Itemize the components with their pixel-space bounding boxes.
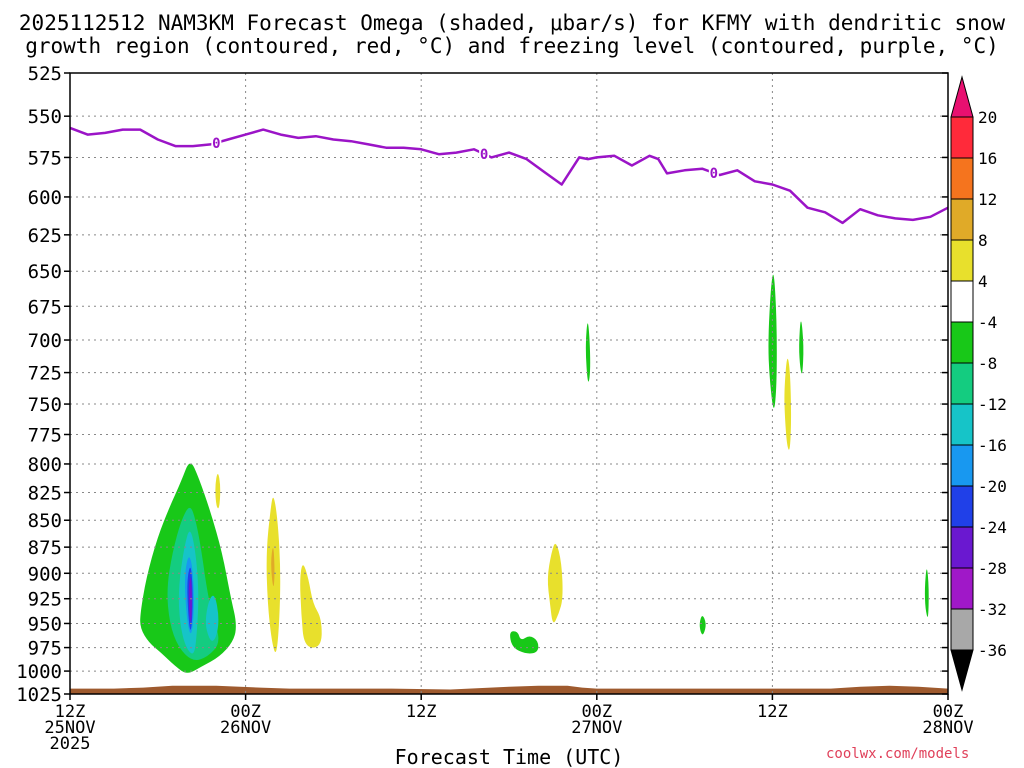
colorbar-legend: 20 16 12 8 4 -4 -8 -12 -16 -20 -24 -28 -32 -36: [950, 75, 1007, 692]
x-tick-label-60-0: 00Z: [933, 702, 964, 722]
colorbar-band--24: [950, 485, 974, 528]
x-tick-label-60-1: 28NOV: [922, 718, 973, 738]
omega-region-17: [799, 321, 804, 374]
y-tick-label-850: 850: [28, 510, 62, 532]
y-tick-label-800: 800: [28, 454, 62, 476]
grid-layer: [70, 73, 948, 694]
source-credit: coolwx.com/models: [826, 746, 970, 762]
colorbar-label--32: -32: [978, 600, 1007, 619]
x-tick-label-0-2: 2025: [50, 734, 91, 754]
omega-region-16: [784, 358, 792, 450]
omega-region-12: [547, 543, 563, 623]
freezing-level-label-1: 0: [480, 147, 488, 163]
axis-layer: 525 550 575 600 625 650 675 700 725 750 775 800 825 8…: [16, 63, 973, 754]
y-tick-label-775: 775: [28, 424, 62, 446]
omega-region-6: [188, 577, 192, 622]
y-tick-label-550: 550: [28, 106, 62, 128]
y-tick-label-925: 925: [28, 589, 62, 611]
y-tick-label-900: 900: [28, 563, 62, 585]
freezing-level-label-0: 0: [212, 136, 220, 152]
colorbar-band--16: [950, 403, 974, 446]
y-tick-label-950: 950: [28, 613, 62, 635]
freezing-label-bg-1: [479, 146, 490, 162]
colorbar-label-8: 8: [978, 231, 988, 250]
colorbar-label--20: -20: [978, 477, 1007, 496]
x-tick-label-36-0: 00Z: [581, 702, 612, 722]
colorbar-label--36: -36: [978, 641, 1007, 660]
y-tick-label-700: 700: [28, 330, 62, 352]
y-tick-label-625: 625: [28, 225, 62, 247]
y-tick-label-750: 750: [28, 394, 62, 416]
y-tick-label-1025: 1025: [16, 684, 62, 706]
y-tick-label-675: 675: [28, 296, 62, 318]
y-tick-label-1000: 1000: [16, 661, 62, 683]
freezing-level-layer: 0 0 0: [69, 126, 949, 225]
colorbar-band-4: [950, 239, 974, 282]
omega-shading-layer: [140, 274, 929, 673]
colorbar-label-12: 12: [978, 190, 997, 209]
x-tick-label-12-0: 00Z: [230, 702, 261, 722]
colorbar-top-arrow: [950, 75, 974, 118]
chart-title-line-2: growth region (contoured, red, °C) and f…: [25, 34, 999, 58]
colorbar-band-8: [950, 198, 974, 241]
x-tick-label-12-1: 26NOV: [220, 718, 271, 738]
freezing-level-label-2: 0: [710, 166, 718, 182]
x-tick-label-48-0: 12Z: [757, 702, 788, 722]
colorbar-band--32: [950, 567, 974, 610]
colorbar-band--20: [950, 444, 974, 487]
y-tick-label-525: 525: [28, 63, 62, 85]
omega-region-18: [924, 569, 929, 617]
freezing-label-bg-2: [708, 164, 719, 180]
colorbar-label--4: -4: [978, 313, 997, 332]
colorbar-band-12: [950, 157, 974, 200]
colorbar-label--28: -28: [978, 559, 1007, 578]
terrain-fill: [70, 685, 948, 694]
omega-region-9: [271, 548, 275, 587]
omega-region-11: [510, 631, 539, 654]
x-tick-label-0-0: 12Z: [55, 702, 86, 722]
colorbar-band--12: [950, 362, 974, 405]
freezing-label-bg-0: [211, 134, 222, 150]
colorbar-band-16: [950, 116, 974, 159]
chart-title-line-1: 2025112512 NAM3KM Forecast Omega (shaded…: [18, 11, 1006, 35]
colorbar-label-16: 16: [978, 149, 997, 168]
colorbar-label-20: 20: [978, 108, 997, 127]
plot-frame: [69, 72, 949, 695]
omega-region-15: [768, 274, 777, 408]
colorbar-label-4: 4: [978, 272, 988, 291]
x-axis-label: Forecast Time (UTC): [395, 745, 624, 768]
freezing-level-line: [69, 126, 949, 225]
omega-region-10: [300, 565, 322, 648]
y-tick-label-825: 825: [28, 483, 62, 505]
y-tick-label-875: 875: [28, 537, 62, 559]
omega-region-3: [205, 595, 219, 641]
y-tick-label-975: 975: [28, 638, 62, 660]
y-tick-label-600: 600: [28, 187, 62, 209]
colorbar-band--8: [950, 321, 974, 364]
colorbar-label--16: -16: [978, 436, 1007, 455]
colorbar-band--36: [950, 608, 974, 651]
y-tick-label-650: 650: [28, 261, 62, 283]
colorbar-label--24: -24: [978, 518, 1007, 537]
colorbar-band--4: [950, 280, 974, 323]
omega-region-14: [699, 616, 706, 635]
omega-region-13: [585, 323, 591, 382]
terrain-layer: [70, 685, 948, 694]
y-tick-label-575: 575: [28, 147, 62, 169]
y-tick-label-725: 725: [28, 363, 62, 385]
colorbar-label--8: -8: [978, 354, 997, 373]
colorbar-bottom-arrow: [950, 649, 974, 692]
x-tick-label-24-0: 12Z: [406, 702, 437, 722]
colorbar-band--28: [950, 526, 974, 569]
omega-region-7: [215, 474, 221, 509]
x-tick-label-36-1: 27NOV: [571, 718, 622, 738]
colorbar-label--12: -12: [978, 395, 1007, 414]
x-tick-label-0-1: 25NOV: [44, 718, 95, 738]
